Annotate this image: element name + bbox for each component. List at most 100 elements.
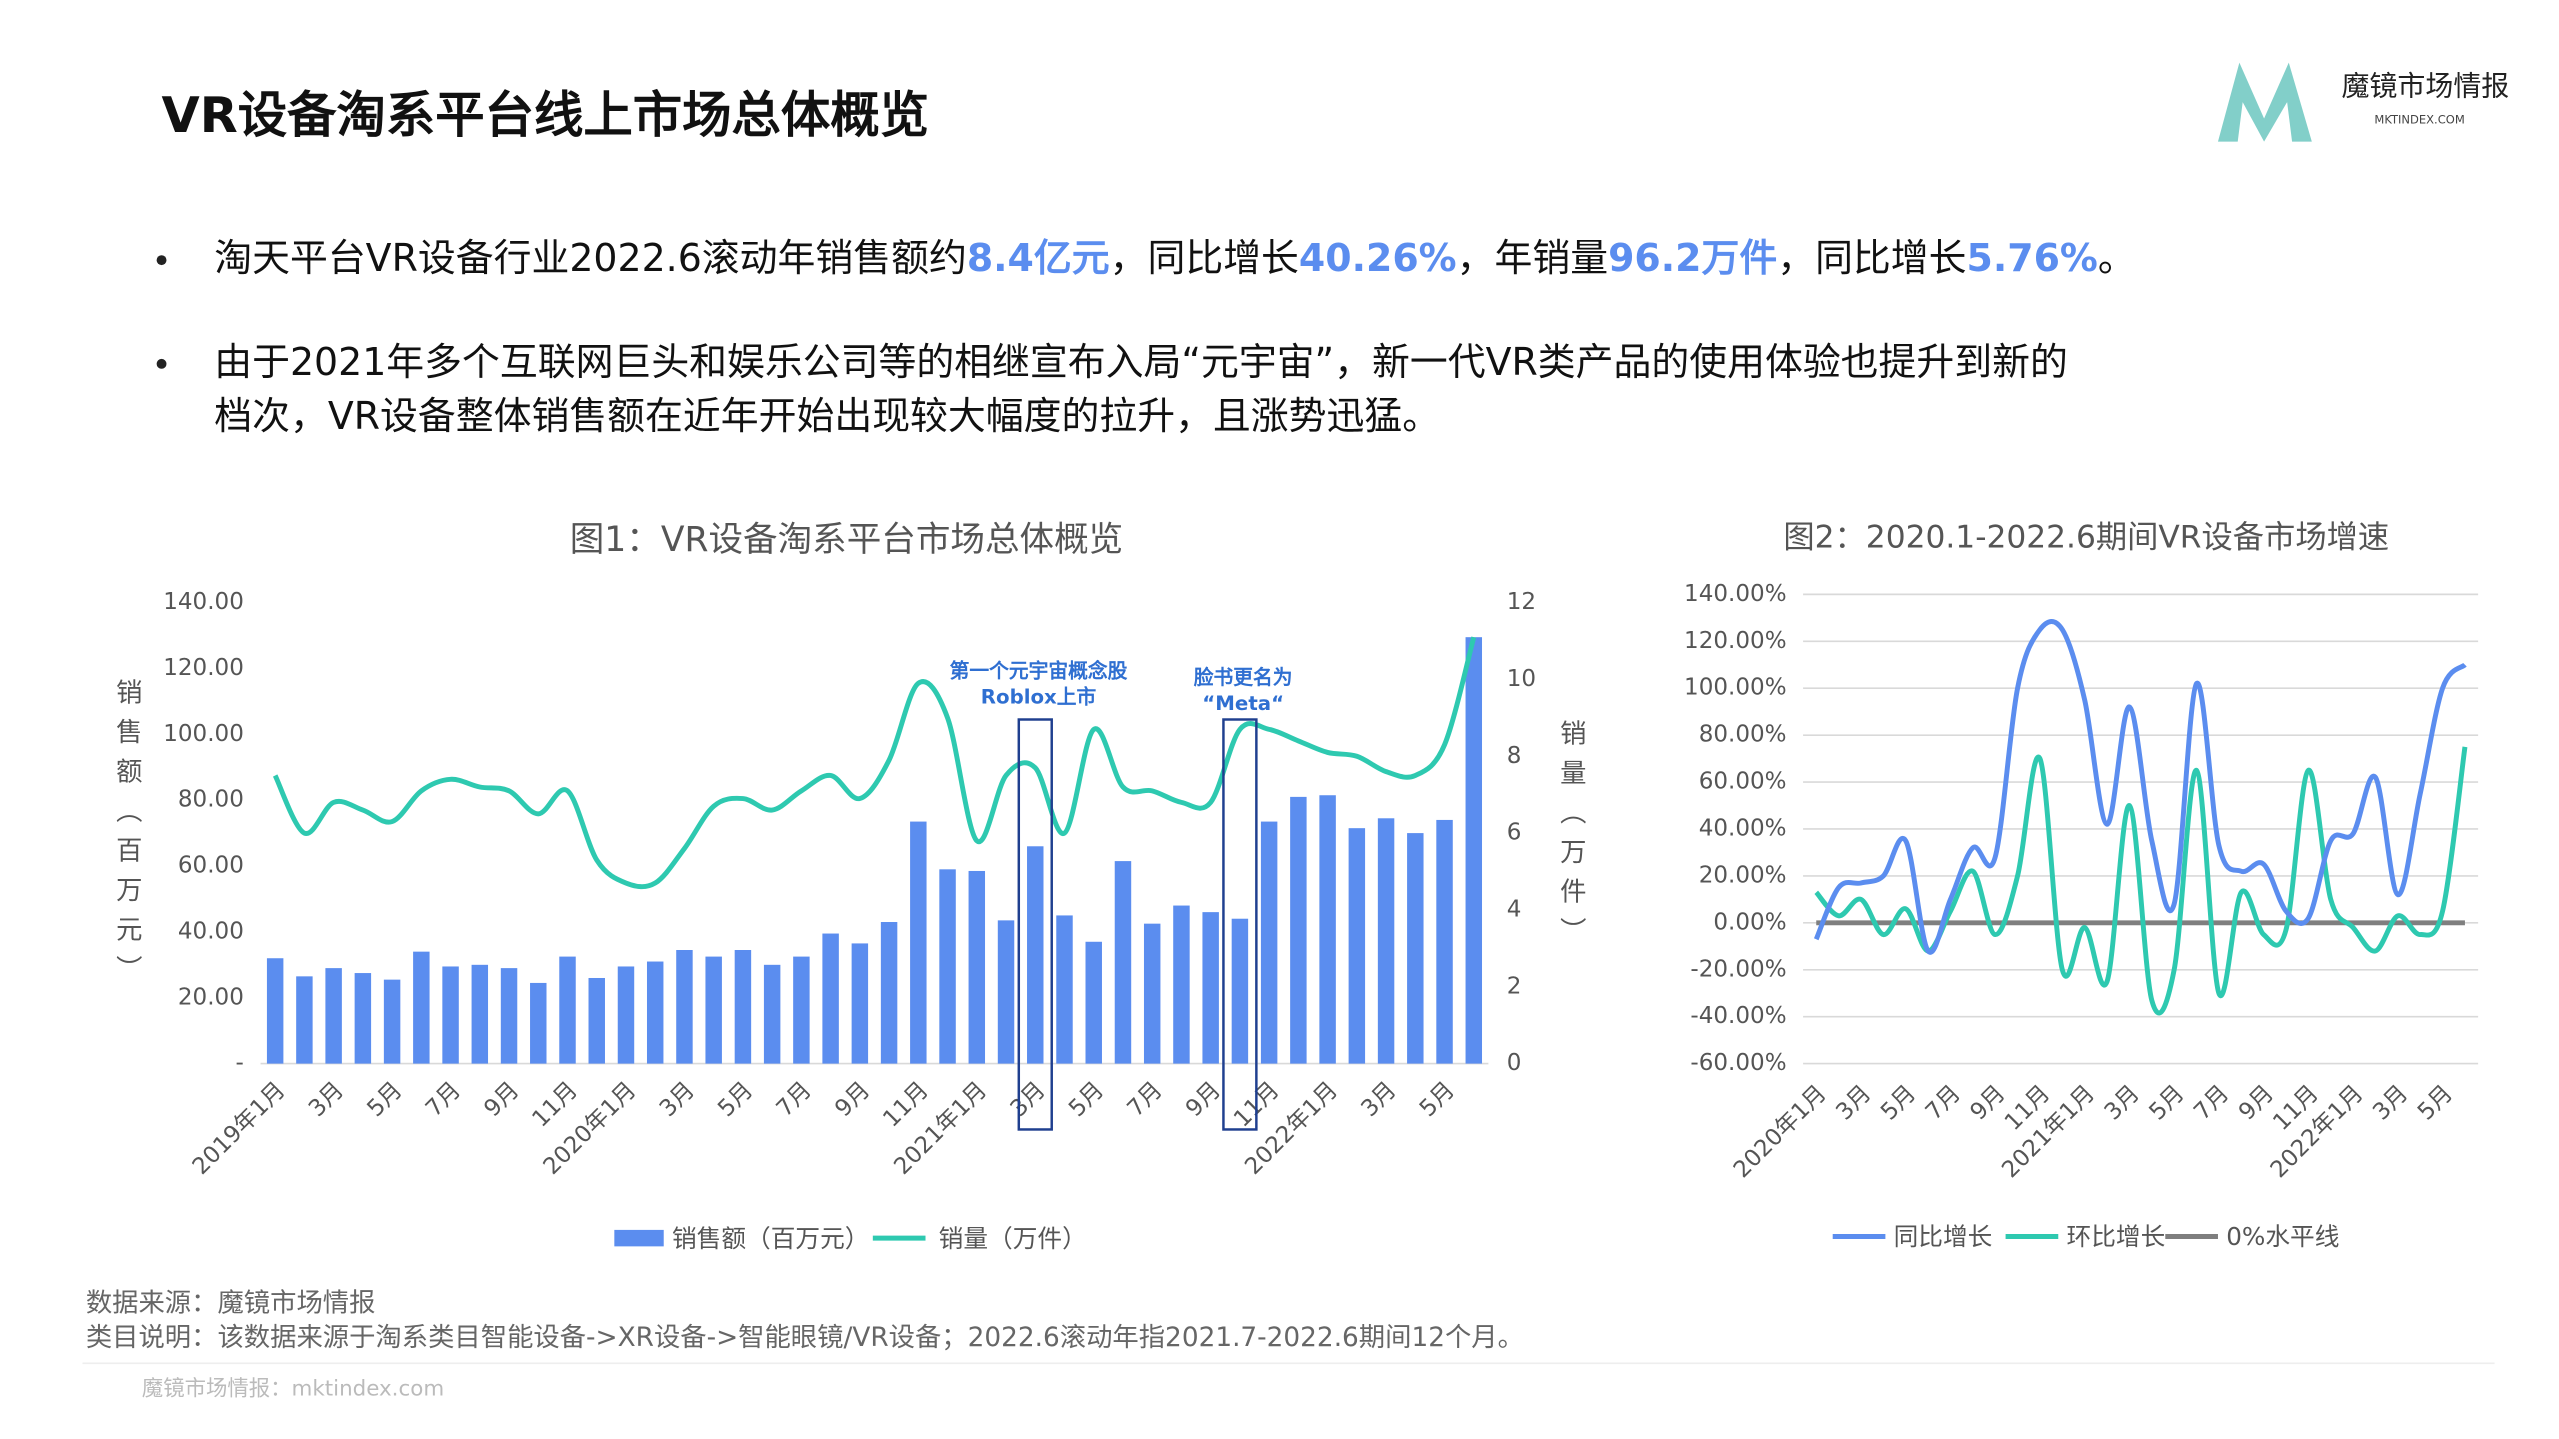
logo-url: MKTINDEX.COM	[2374, 113, 2464, 127]
bullet-line: 档次，VR设备整体销售额在近年开始出现较大幅度的拉升，且涨势迅猛。	[214, 394, 1440, 438]
bar	[1085, 941, 1102, 1064]
annotation: 脸书更名为	[1194, 666, 1293, 689]
bar	[1260, 821, 1278, 1064]
x-tick-label: 5月	[2413, 1080, 2458, 1125]
bar	[1407, 833, 1424, 1064]
x-tick-label: 7月	[421, 1077, 466, 1122]
bar	[530, 982, 547, 1064]
line	[1813, 619, 2467, 955]
annotation-box	[1222, 718, 1258, 1131]
x-tick-label: 5月	[1415, 1077, 1460, 1122]
bullet-text: 。	[2098, 236, 2136, 280]
bar	[851, 943, 869, 1064]
legend-label: 销售额（百万元）	[672, 1224, 870, 1253]
bullet-dot	[156, 255, 167, 266]
x-tick-label: 7月	[772, 1077, 817, 1122]
y2-tick-label: 4	[1507, 896, 1522, 922]
y-axis-title: 销售额（百万元）	[111, 678, 142, 994]
bullet-line: 淘天平台VR设备行业2022.6滚动年销售额约8.4亿元，同比增长40.26%，…	[214, 236, 2136, 280]
logo-mark	[2217, 62, 2312, 142]
y-tick-label: 60.00%	[1699, 769, 1787, 795]
bullet-text: ，同比增长	[1777, 236, 1966, 280]
y2-tick-label: 0	[1507, 1050, 1522, 1076]
annotation: Roblox上市	[981, 686, 1097, 709]
line	[272, 636, 1477, 890]
legend-label: 0%水平线	[2226, 1222, 2339, 1251]
bullet-text: 由于2021年多个互联网巨头和娱乐公司等的相继宣布入局“元宇宙”，新一代VR类产…	[214, 339, 2068, 383]
bar	[910, 821, 927, 1064]
bar	[413, 951, 430, 1064]
x-tick-label: 2019年1月	[188, 1077, 291, 1180]
x-tick-label: 7月	[1123, 1077, 1168, 1122]
legend-label: 同比增长	[1894, 1222, 1993, 1251]
logo-name: 魔镜市场情报	[2341, 69, 2509, 102]
bar	[734, 950, 752, 1064]
y-tick-label: 0.00%	[1713, 909, 1786, 935]
y-tick-label: 140.00%	[1684, 581, 1787, 607]
x-tick-label: 3月	[2100, 1080, 2145, 1125]
y2-axis-title: 销量（万件）	[1555, 719, 1586, 956]
y-tick-label: 20.00%	[1699, 862, 1787, 888]
bar	[1290, 796, 1307, 1064]
bar	[1348, 828, 1366, 1064]
bar	[1173, 905, 1190, 1064]
bar	[617, 966, 635, 1064]
highlight-text: 96.2万件	[1608, 236, 1777, 280]
bar	[763, 964, 781, 1064]
annotation-box	[1017, 718, 1053, 1131]
x-tick-label: 5月	[2145, 1080, 2190, 1125]
bar	[296, 976, 313, 1064]
annotation: “Meta“	[1202, 692, 1284, 715]
x-tick-label: 9月	[830, 1077, 875, 1122]
y-tick-label: 120.00	[163, 655, 244, 681]
x-tick-label: 5月	[1064, 1077, 1109, 1122]
bar	[588, 977, 605, 1064]
y2-tick-label: 10	[1507, 666, 1536, 692]
bar	[1465, 637, 1483, 1064]
x-tick-label: 5月	[362, 1077, 407, 1122]
y-tick-label: 40.00%	[1699, 815, 1787, 841]
x-tick-label: 2020年1月	[1729, 1080, 1832, 1183]
legend-label: 销量（万件）	[939, 1224, 1087, 1253]
footer: 魔镜市场情报：mktindex.com	[142, 1377, 444, 1402]
bar	[266, 958, 284, 1064]
bar	[793, 956, 810, 1064]
x-tick-label: 7月	[2189, 1080, 2234, 1125]
page-title: VR设备淘系平台线上市场总体概览	[162, 86, 929, 144]
note: 类目说明：该数据来源于淘系类目智能设备->XR设备->智能眼镜/VR设备；202…	[86, 1323, 1524, 1353]
y-tick-label: -20.00%	[1690, 956, 1786, 982]
x-tick-label: 3月	[304, 1077, 349, 1122]
legend-label: 环比增长	[2067, 1222, 2166, 1251]
bullet-text: 淘天平台VR设备行业2022.6滚动年销售额约	[214, 236, 967, 280]
annotation: 第一个元宇宙概念股	[950, 659, 1128, 682]
highlight-text: 40.26%	[1299, 236, 1457, 280]
y-tick-label: -60.00%	[1690, 1050, 1786, 1076]
bar	[383, 979, 401, 1064]
x-tick-label: 5月	[1876, 1080, 1921, 1125]
bar	[500, 968, 518, 1064]
bar	[705, 956, 722, 1064]
x-tick-label: 3月	[655, 1077, 700, 1122]
bar	[1436, 819, 1453, 1064]
line	[1814, 746, 2468, 1016]
y-tick-label: 40.00	[178, 918, 244, 944]
bullet-dot	[156, 358, 167, 369]
y2-tick-label: 12	[1507, 589, 1536, 615]
bar	[822, 933, 839, 1064]
bar	[968, 870, 986, 1064]
y2-tick-label: 6	[1507, 820, 1522, 846]
y-tick-label: 80.00	[178, 787, 244, 813]
x-tick-label: 9月	[1181, 1077, 1226, 1122]
chart-title: 图2：2020.1-2022.6期间VR设备市场增速	[1783, 519, 2389, 555]
y-tick-label: -	[236, 1050, 244, 1076]
y-tick-label: 100.00	[163, 721, 244, 747]
x-tick-label: 3月	[1831, 1080, 1876, 1125]
bar	[1319, 795, 1336, 1064]
bar	[880, 922, 898, 1064]
bar	[1056, 915, 1073, 1064]
bullet-text: ，同比增长	[1110, 236, 1299, 280]
y-tick-label: 60.00	[178, 853, 244, 879]
bullet-text: ，年销量	[1457, 236, 1608, 280]
